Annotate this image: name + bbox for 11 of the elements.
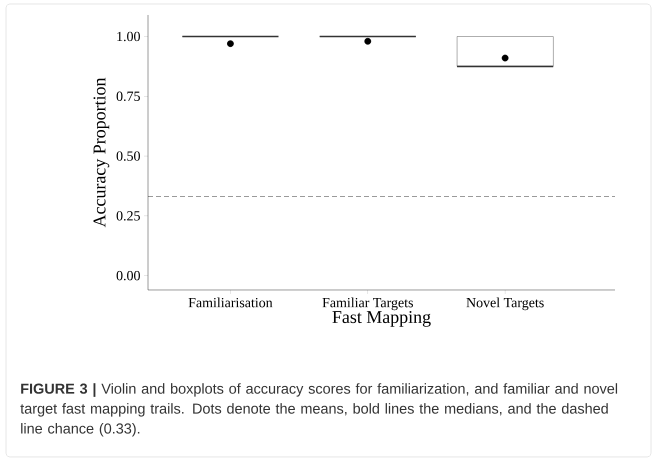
- y-tick-label: 0.00: [116, 270, 140, 280]
- x-tick-label: Familiarisation: [188, 297, 272, 308]
- y-tick-label: 0.50: [116, 151, 140, 161]
- x-axis-title: Fast Mapping: [332, 311, 431, 327]
- y-axis-title: Accuracy Proportion: [93, 78, 110, 228]
- x-tick-label: Familiar Targets: [322, 297, 413, 310]
- y-tick-label: 0.25: [116, 211, 140, 221]
- x-tick-label: Novel Targets: [466, 297, 544, 310]
- y-tick-label: 0.75: [116, 92, 140, 102]
- text: FIGURE 3 | Violin and boxplots of accuracy scores for familiarization, and familiar and novel target fast mapping trails. Dots denote the means, bold lines the medians, and the dashed line chance (0.33).: [20, 383, 618, 436]
- y-tick-label: 1.00: [117, 32, 140, 42]
